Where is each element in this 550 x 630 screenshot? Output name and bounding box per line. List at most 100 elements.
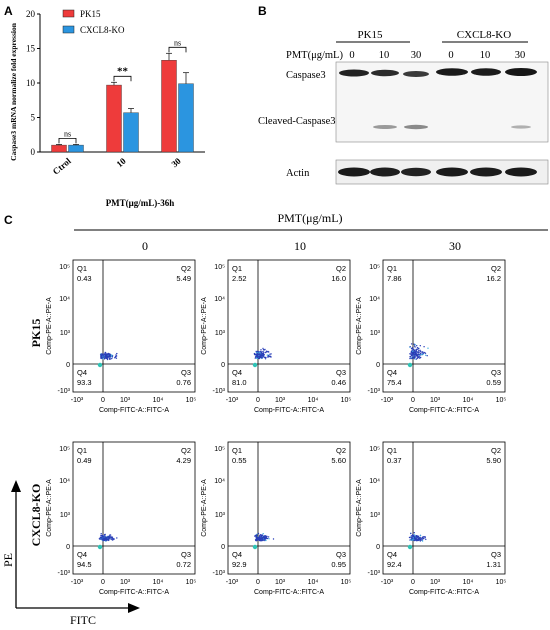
flow-dot <box>263 536 265 539</box>
flow-dot <box>108 354 110 356</box>
flow-yaxis-label: Comp-PE-A::PE-A <box>46 479 53 537</box>
quadrant-q4-value: 93.3 <box>77 378 92 387</box>
quadrant-q3-value: 0.95 <box>331 560 346 569</box>
flow-dot <box>107 535 109 538</box>
significance-label: ns <box>64 129 71 138</box>
flow-dot <box>417 350 420 352</box>
significance-label: ns <box>174 38 181 47</box>
chart-xtick-label: 10 <box>114 156 128 170</box>
quadrant-q3-label: Q3 <box>181 550 191 559</box>
flow-dot <box>263 539 265 542</box>
flow-ytick-label: 10⁵ <box>369 264 380 271</box>
flow-dot <box>102 538 105 540</box>
quadrant-q2-value: 4.29 <box>176 456 191 465</box>
flow-dot <box>256 537 258 540</box>
flow-dot <box>413 352 415 354</box>
flow-xaxis-label: Comp-FITC-A::FITC-A <box>99 589 169 596</box>
flow-yaxis-label: Comp-PE-A::PE-A <box>356 297 363 355</box>
flow-dot <box>108 358 111 360</box>
bar-pk15 <box>106 84 122 153</box>
flow-dot <box>420 356 422 359</box>
flow-dot <box>262 537 264 539</box>
flow-dot <box>106 358 109 361</box>
chart-ytick-label: 0 <box>31 147 36 157</box>
quadrant-q4-label: Q4 <box>232 368 242 377</box>
flow-xaxis-label: Comp-FITC-A::FITC-A <box>409 589 479 596</box>
blot-group-pk15: PK15 <box>357 29 383 41</box>
flow-dot <box>415 350 418 352</box>
flow-ytick-label: 0 <box>376 362 380 369</box>
quadrant-q1-label: Q1 <box>232 446 242 455</box>
flow-ytick-label: -10³ <box>368 570 381 577</box>
legend-swatch-cxcl8 <box>62 25 75 34</box>
flow-xtick-label: 0 <box>256 397 260 404</box>
flow-dot <box>105 537 107 539</box>
flow-dot <box>108 539 110 542</box>
flow-dot <box>101 538 103 541</box>
blot-dose-4: 10 <box>480 50 491 61</box>
flow-dot <box>413 537 416 540</box>
flow-ytick-label: 10³ <box>370 512 381 519</box>
flow-dot <box>260 352 263 354</box>
flow-dot <box>416 539 418 541</box>
flow-dot <box>103 357 106 359</box>
flow-dot <box>413 536 415 538</box>
flow-dot <box>98 538 101 540</box>
flow-dot <box>418 355 420 357</box>
flow-dot <box>420 539 422 541</box>
flow-dot <box>413 532 415 534</box>
chart-ytick-label: 10 <box>26 78 36 88</box>
flow-dot <box>102 355 104 357</box>
flow-dot <box>262 539 264 542</box>
flow-dot <box>256 352 258 355</box>
flow-dot <box>421 539 423 541</box>
flow-dot <box>416 345 418 347</box>
flow-dot <box>409 539 412 541</box>
flow-dot <box>254 539 257 541</box>
flow-dot <box>425 538 427 541</box>
significance-bracket <box>168 46 187 53</box>
flow-dot <box>417 356 419 358</box>
flow-dot <box>255 357 258 359</box>
flow-xtick-label: 10³ <box>275 397 286 404</box>
flow-dot <box>423 538 425 540</box>
quadrant-q3-value: 0.46 <box>331 378 346 387</box>
quadrant-q1-value: 0.43 <box>77 274 92 283</box>
flow-dot <box>104 539 106 541</box>
flow-dot <box>258 539 261 541</box>
flow-dot <box>422 536 424 538</box>
flow-dot <box>104 535 106 537</box>
flow-dots <box>252 347 272 368</box>
flow-xtick-label: 10⁵ <box>496 397 507 404</box>
flow-ytick-label: 0 <box>376 544 380 551</box>
chart-ytick-label: 15 <box>26 44 36 54</box>
quadrant-q1-value: 2.52 <box>232 274 247 283</box>
flow-dot <box>427 347 429 349</box>
flow-xtick-label: 10⁴ <box>153 579 164 586</box>
flow-dot <box>265 351 267 354</box>
flow-dot <box>109 534 111 536</box>
flow-dot <box>100 534 102 537</box>
flow-dot <box>265 350 267 352</box>
flow-dot <box>413 345 416 347</box>
flow-xtick-label: 10³ <box>120 579 131 586</box>
flow-ytick-label: 10³ <box>60 512 71 519</box>
flow-ytick-label: 10⁵ <box>59 264 70 271</box>
quadrant-q2-label: Q2 <box>491 446 501 455</box>
flow-xtick-label: 0 <box>411 397 415 404</box>
flow-plot-frame <box>72 259 196 393</box>
flow-dot <box>411 347 414 349</box>
flow-dot-cluster <box>97 362 103 368</box>
flow-dot <box>264 537 266 539</box>
quadrant-q4-label: Q4 <box>232 550 242 559</box>
legend-label-pk15: PK15 <box>80 9 101 19</box>
flow-yaxis-label: Comp-PE-A::PE-A <box>46 297 53 355</box>
flow-dot <box>266 535 268 538</box>
flow-dot <box>270 353 272 355</box>
flow-dot <box>413 354 415 356</box>
flow-plot-frame <box>382 441 506 575</box>
flow-ytick-label: 10³ <box>215 330 226 337</box>
flow-ytick-label: 10⁴ <box>369 296 380 303</box>
